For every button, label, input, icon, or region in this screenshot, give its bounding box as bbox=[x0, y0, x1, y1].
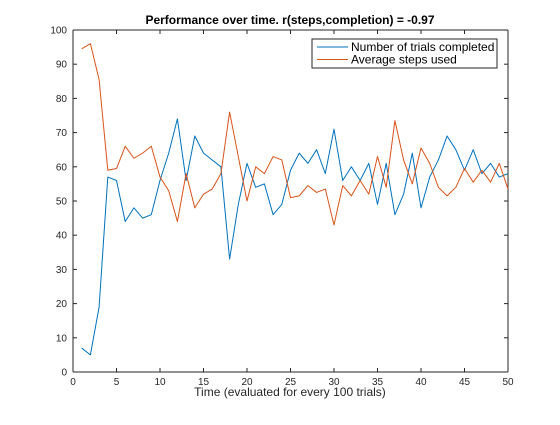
y-tick-label: 30 bbox=[56, 265, 68, 276]
legend-label: Average steps used bbox=[351, 53, 457, 67]
chart-title: Performance over time. r(steps,completio… bbox=[145, 13, 434, 27]
y-tick-label: 70 bbox=[56, 128, 68, 139]
y-tick-label: 60 bbox=[56, 162, 68, 173]
y-tick-label: 80 bbox=[56, 94, 68, 105]
series-lines bbox=[81, 43, 509, 356]
y-tick-label: 10 bbox=[56, 333, 68, 344]
y-tick-label: 100 bbox=[50, 26, 67, 37]
y-tick-label: 50 bbox=[56, 197, 68, 208]
x-tick-label: 30 bbox=[328, 377, 340, 388]
x-tick-label: 0 bbox=[70, 377, 76, 388]
x-axis-label: Time (evaluated for every 100 trials) bbox=[194, 385, 386, 399]
x-tick-label: 25 bbox=[285, 377, 297, 388]
series-line-trials-completed bbox=[81, 118, 509, 356]
x-tick-label: 35 bbox=[372, 377, 384, 388]
x-tick-label: 15 bbox=[198, 377, 210, 388]
y-tick-label: 90 bbox=[56, 60, 68, 71]
y-tick-label: 20 bbox=[56, 299, 68, 310]
x-tick-label: 20 bbox=[241, 377, 253, 388]
y-tick-label: 40 bbox=[56, 231, 68, 242]
x-tick-label: 50 bbox=[502, 377, 514, 388]
plot-area bbox=[73, 30, 508, 372]
x-tick-label: 5 bbox=[114, 377, 120, 388]
legend-label: Number of trials completed bbox=[351, 40, 494, 54]
axes: 0 5 10 15 20 25 30 35 40 45 50 0 10 20 30 40 50 60 70 80 90 1… bbox=[50, 26, 514, 389]
legend-box bbox=[311, 38, 498, 69]
series-line-average-steps bbox=[81, 43, 509, 226]
x-tick-label: 10 bbox=[154, 377, 166, 388]
x-tick-label: 40 bbox=[415, 377, 427, 388]
y-tick-label: 0 bbox=[61, 368, 67, 379]
x-tick-label: 45 bbox=[459, 377, 471, 388]
